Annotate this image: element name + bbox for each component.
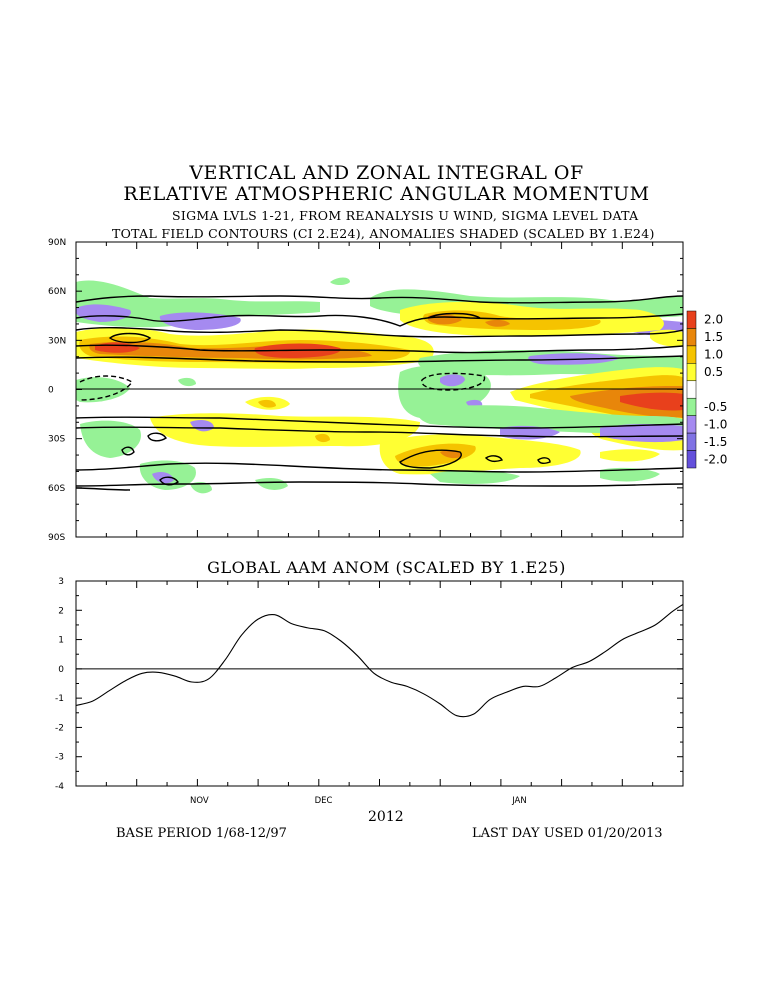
anomaly-region	[76, 377, 130, 403]
chart-title-line-2: RELATIVE ATMOSPHERIC ANGULAR MOMENTUM	[123, 183, 650, 205]
anomaly-shading	[76, 277, 683, 494]
colorbar-swatch	[686, 345, 697, 364]
contour-line	[76, 426, 683, 438]
contour-line	[76, 487, 131, 491]
month-labels: NOV DEC JAN	[190, 796, 527, 806]
anomaly-region	[315, 433, 330, 443]
anomaly-region	[178, 377, 196, 387]
contour-line	[76, 416, 683, 429]
latitude-tick-label: 90N	[48, 238, 66, 248]
contour-line	[427, 312, 481, 319]
anomaly-region	[190, 482, 212, 494]
colorbar-swatch	[686, 432, 697, 451]
colorbar-label: 2.0	[704, 313, 723, 327]
contour-line	[108, 332, 152, 344]
colorbar-swatch	[686, 380, 697, 399]
month-label: JAN	[511, 796, 527, 806]
contour-line	[399, 449, 462, 469]
colorbar-label: -2.0	[704, 452, 727, 466]
contour-line	[121, 446, 135, 456]
anomaly-region	[423, 310, 601, 330]
colorbar-label: 1.0	[704, 348, 723, 362]
anomaly-region	[600, 467, 660, 482]
contour-line-dashed	[79, 375, 133, 401]
colorbar-swatch	[686, 310, 697, 329]
y-tick-labels: 3 2 1 0 -1 -2 -3 -4	[55, 577, 64, 792]
latitude-tick-label: 30S	[48, 435, 65, 445]
latitude-tick-label: 60N	[48, 287, 66, 297]
anomaly-region	[258, 399, 276, 408]
anomaly-region	[430, 470, 520, 484]
colorbar-swatch	[686, 397, 697, 416]
month-label: DEC	[315, 796, 333, 806]
lower-panel-axes	[75, 580, 684, 787]
y-tick-label: 0	[58, 665, 64, 675]
contour-line	[484, 455, 503, 463]
latitude-tick-label: 60S	[48, 484, 65, 494]
last-day-label: LAST DAY USED 01/20/2013	[472, 826, 663, 841]
latitude-tick-label: 90S	[48, 533, 65, 543]
contour-line	[76, 326, 683, 338]
upper-panel-axes	[75, 241, 684, 538]
colorbar-swatch	[686, 450, 697, 469]
anomaly-region	[330, 277, 350, 285]
contour-line	[537, 457, 551, 465]
anomaly-region	[600, 449, 660, 462]
y-tick-label: 1	[58, 636, 64, 646]
colorbar-swatch	[686, 415, 697, 434]
lower-panel-frame	[75, 580, 684, 787]
chart-title-line-1: VERTICAL AND ZONAL INTEGRAL OF	[189, 162, 584, 184]
contour-line	[76, 295, 683, 304]
latitude-tick-label: 30N	[48, 336, 66, 346]
chart-subtitle-line-1: SIGMA LVLS 1-21, FROM REANALYSIS U WIND,…	[172, 208, 639, 223]
colorbar-label: -1.0	[704, 417, 727, 431]
aam-anomaly-series	[75, 603, 684, 718]
anomaly-region	[80, 420, 141, 458]
anomaly-region	[620, 392, 683, 411]
lower-panel-ticks	[75, 580, 684, 787]
anomaly-region	[440, 374, 465, 387]
colorbar-label: -1.5	[704, 435, 727, 449]
contour-line	[159, 476, 179, 486]
latitude-labels: 90N 60N 30N 0 30S 60S 90S	[48, 238, 66, 543]
y-tick-label: 3	[58, 577, 64, 587]
chart-subtitle-line-2: TOTAL FIELD CONTOURS (CI 2.E24), ANOMALI…	[112, 226, 655, 241]
y-tick-label: -1	[55, 694, 64, 704]
upper-panel-ticks	[75, 241, 684, 538]
y-tick-label: 2	[58, 606, 64, 616]
aam-anomaly-title: GLOBAL AAM ANOM (SCALED BY 1.E25)	[207, 558, 566, 577]
contour-line	[76, 355, 683, 363]
colorbar: 2.0 1.5 1.0 0.5 -0.5 -1.0 -1.5 -2.0	[686, 310, 727, 469]
contour-line-dashed	[421, 372, 486, 391]
anomaly-region	[600, 424, 683, 443]
latitude-tick-label: 0	[48, 386, 54, 396]
aam-anomaly-line	[75, 603, 684, 718]
month-label: NOV	[190, 796, 209, 806]
year-label: 2012	[368, 809, 404, 825]
contour-line	[147, 432, 167, 442]
colorbar-label: 1.5	[704, 330, 723, 344]
anomaly-region	[76, 304, 131, 322]
contour-line	[76, 344, 683, 354]
total-field-contours	[76, 295, 683, 491]
y-tick-label: -4	[55, 782, 64, 792]
y-tick-label: -2	[55, 723, 64, 733]
y-tick-label: -3	[55, 753, 64, 763]
colorbar-swatch	[686, 363, 697, 382]
base-period-label: BASE PERIOD 1/68-12/97	[116, 826, 287, 841]
anomaly-region	[255, 478, 288, 490]
contour-line	[76, 313, 683, 327]
contour-line	[76, 462, 683, 473]
anomaly-region	[76, 280, 320, 328]
colorbar-label: -0.5	[704, 400, 727, 414]
anomaly-region	[485, 319, 510, 327]
colorbar-swatch	[686, 328, 697, 347]
colorbar-label: 0.5	[704, 365, 723, 379]
anomaly-region	[398, 365, 491, 419]
